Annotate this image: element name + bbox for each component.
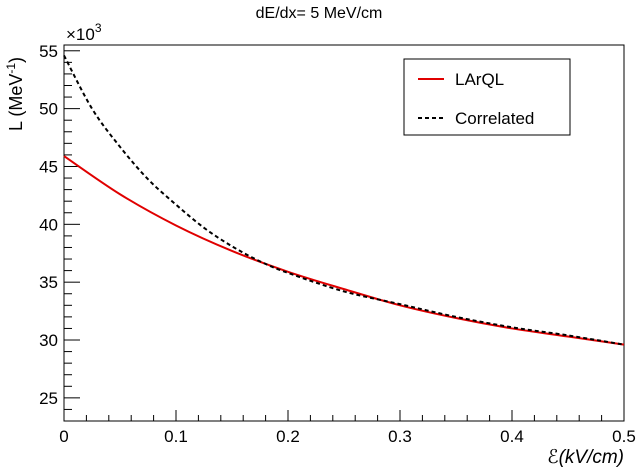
y-tick-label: 55 bbox=[39, 42, 58, 61]
x-tick-label: 0.5 bbox=[612, 427, 636, 446]
x-tick-label: 0 bbox=[59, 427, 68, 446]
x-tick-label: 0.4 bbox=[500, 427, 524, 446]
legend-label-correlated: Correlated bbox=[455, 109, 534, 128]
x-axis-label: ℰ(kV/cm) bbox=[547, 447, 624, 468]
y-exponent-power: 3 bbox=[95, 21, 102, 35]
y-exponent-label: ×103 bbox=[66, 21, 102, 44]
y-axis-label-close: ) bbox=[6, 57, 26, 63]
x-tick-label: 0.1 bbox=[164, 427, 188, 446]
y-tick-label: 25 bbox=[39, 389, 58, 408]
legend-box bbox=[403, 58, 571, 136]
axis-ticks bbox=[63, 50, 625, 422]
y-axis-label-sup: -1 bbox=[4, 63, 18, 74]
legend-label-larql: LArQL bbox=[455, 70, 504, 89]
y-tick-label: 35 bbox=[39, 273, 58, 292]
x-tick-label: 0.3 bbox=[388, 427, 412, 446]
plot-frame bbox=[63, 44, 625, 422]
y-exponent-base: ×10 bbox=[66, 25, 95, 44]
x-tick-labels: 0 0.1 0.2 0.3 0.4 0.5 bbox=[59, 427, 636, 446]
series-lines bbox=[63, 54, 625, 346]
y-tick-label: 45 bbox=[39, 157, 58, 176]
y-tick-label: 40 bbox=[39, 215, 58, 234]
y-axis-label-main: L (MeV bbox=[6, 74, 26, 131]
y-tick-labels: 25 30 35 40 45 50 55 bbox=[39, 42, 58, 408]
y-axis-label: L (MeV-1) bbox=[4, 57, 26, 131]
legend: LArQL Correlated bbox=[403, 58, 571, 136]
chart-title: dE/dx= 5 MeV/cm bbox=[256, 5, 383, 22]
y-tick-label: 50 bbox=[39, 100, 58, 119]
y-tick-label: 30 bbox=[39, 331, 58, 350]
series-line-larql bbox=[63, 155, 625, 346]
series-line-correlated bbox=[63, 54, 625, 346]
x-tick-label: 0.2 bbox=[276, 427, 300, 446]
